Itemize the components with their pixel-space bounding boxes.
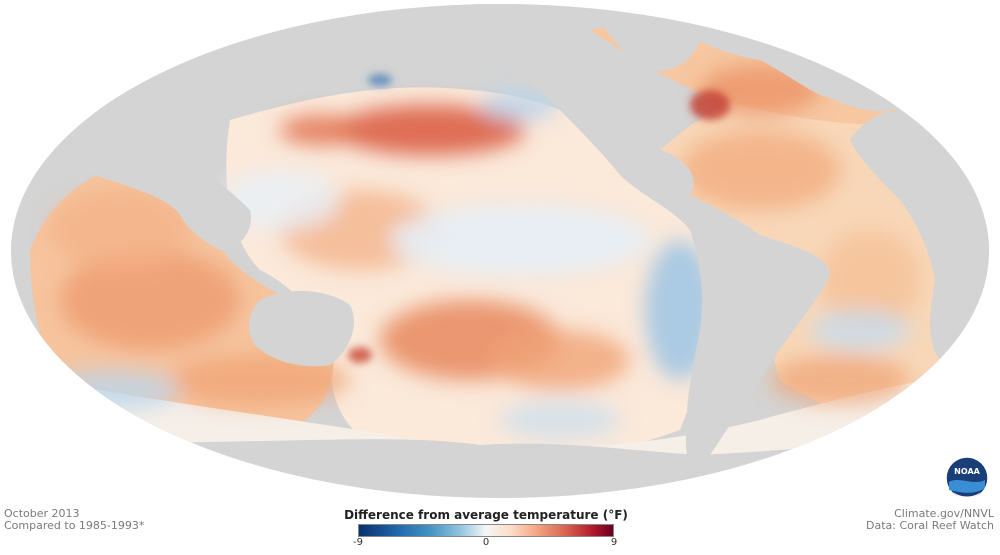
anomaly-layer	[40, 65, 920, 440]
legend-color-bar	[358, 524, 614, 537]
logo-text: NOAA	[954, 467, 980, 476]
data-credit: Data: Coral Reef Watch	[866, 519, 994, 532]
color-legend: Difference from average temperature (°F)…	[341, 508, 631, 551]
legend-min-label: -9	[353, 537, 363, 548]
legend-title: Difference from average temperature (°F)	[344, 508, 628, 522]
date-label: October 2013	[4, 507, 80, 520]
credits: Climate.gov/NNVL Data: Coral Reef Watch	[866, 508, 994, 532]
noaa-logo-icon: NOAA	[945, 456, 989, 500]
legend-max-label: 9	[610, 537, 618, 548]
baseline-label: Compared to 1985-1993*	[4, 519, 145, 532]
site-credit: Climate.gov/NNVL	[894, 507, 994, 520]
legend-ticks: -9 0 9	[341, 537, 631, 551]
map-notes: October 2013 Compared to 1985-1993*	[4, 508, 144, 532]
legend-mid-label: 0	[482, 537, 490, 548]
